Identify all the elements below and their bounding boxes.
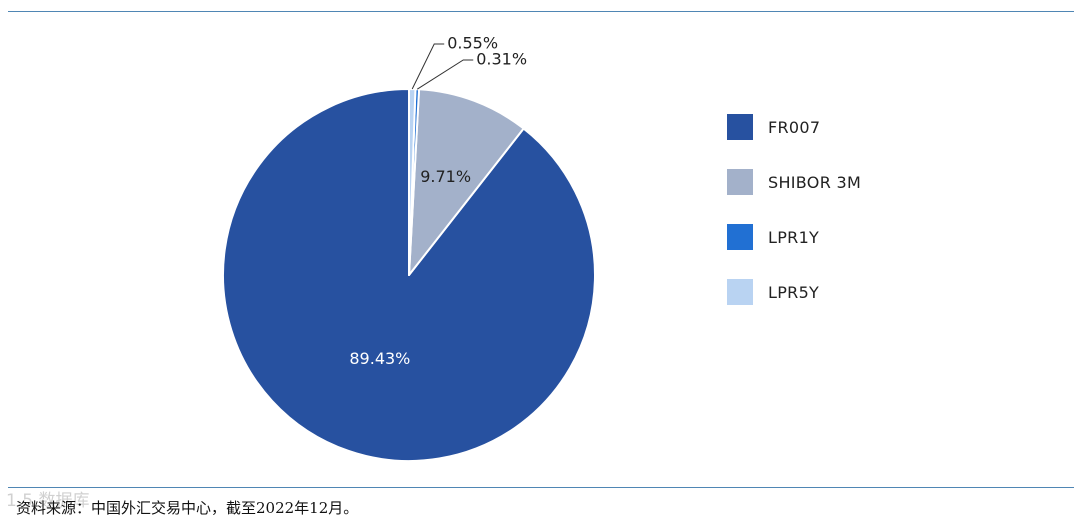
legend-label-shibor-3m: SHIBOR 3M [768, 172, 862, 192]
top-rule [8, 11, 1074, 12]
data-label-fr007: 89.43% [349, 349, 410, 368]
bottom-rule [8, 487, 1074, 488]
watermark: 1.5 数据库 [6, 491, 90, 511]
legend-swatch-fr007 [727, 114, 753, 140]
source-note: 资料来源：中国外汇交易中心，截至2022年12月。 [16, 499, 359, 517]
legend-item-shibor-3m: SHIBOR 3M [727, 169, 861, 195]
leader-line-lpr5y [411, 43, 445, 90]
legend-label-lpr5y: LPR5Y [768, 282, 820, 302]
data-label-lpr5y: 0.55% [447, 34, 498, 53]
data-label-shibor-3m: 9.71% [420, 167, 471, 186]
pie-slice-fr007 [222, 88, 596, 462]
chart-legend: FR007 SHIBOR 3M LPR1Y LPR5Y [727, 114, 861, 334]
pie-slice-shibor-3m [408, 88, 525, 276]
legend-item-lpr5y: LPR5Y [727, 279, 861, 305]
data-label-lpr1y: 0.31% [476, 50, 527, 69]
legend-swatch-lpr1y [727, 224, 753, 250]
pie-slice-lpr5y [408, 88, 417, 276]
legend-swatch-shibor-3m [727, 169, 753, 195]
pie-chart: 89.43% 9.71% 0.55%0.31% [222, 34, 596, 462]
legend-label-lpr1y: LPR1Y [768, 227, 820, 247]
legend-label-fr007: FR007 [768, 117, 821, 137]
legend-swatch-lpr5y [727, 279, 753, 305]
legend-item-fr007: FR007 [727, 114, 861, 140]
leader-line-lpr1y [416, 59, 474, 90]
legend-item-lpr1y: LPR1Y [727, 224, 861, 250]
